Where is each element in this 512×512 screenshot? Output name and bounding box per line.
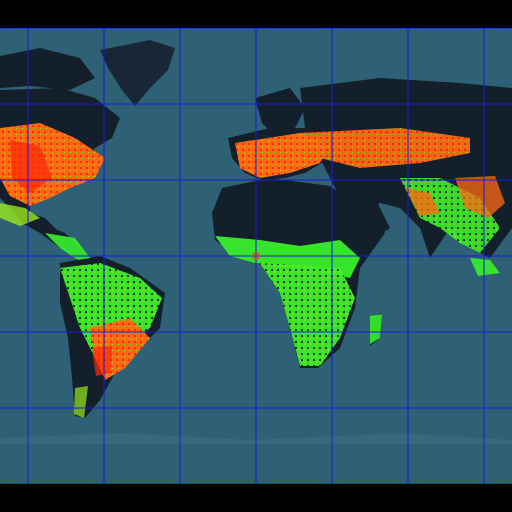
- world-map[interactable]: [0, 28, 512, 484]
- pampas-hotspot: [92, 346, 112, 376]
- vegetation-overlay: [0, 123, 505, 418]
- japan: [490, 166, 505, 196]
- central-africa-veg: [260, 263, 355, 366]
- arabia: [340, 196, 390, 240]
- mexico-veg: [0, 203, 40, 226]
- scandinavia: [255, 88, 305, 136]
- india-farmland: [405, 188, 440, 216]
- patagonia-veg: [74, 386, 88, 418]
- russia-farmland: [300, 128, 470, 168]
- graticule-grid: [0, 28, 512, 484]
- origin-marker[interactable]: [252, 252, 260, 260]
- arctic-islands: [0, 48, 95, 90]
- se-asia-veg: [470, 258, 500, 276]
- china-farmland: [455, 176, 505, 218]
- greenland: [100, 40, 175, 106]
- world-map-svg: [0, 28, 512, 484]
- central-america-veg: [45, 233, 90, 260]
- europe-farmland: [235, 133, 330, 178]
- antarctic-coast: [0, 433, 512, 444]
- madagascar-veg: [370, 314, 382, 344]
